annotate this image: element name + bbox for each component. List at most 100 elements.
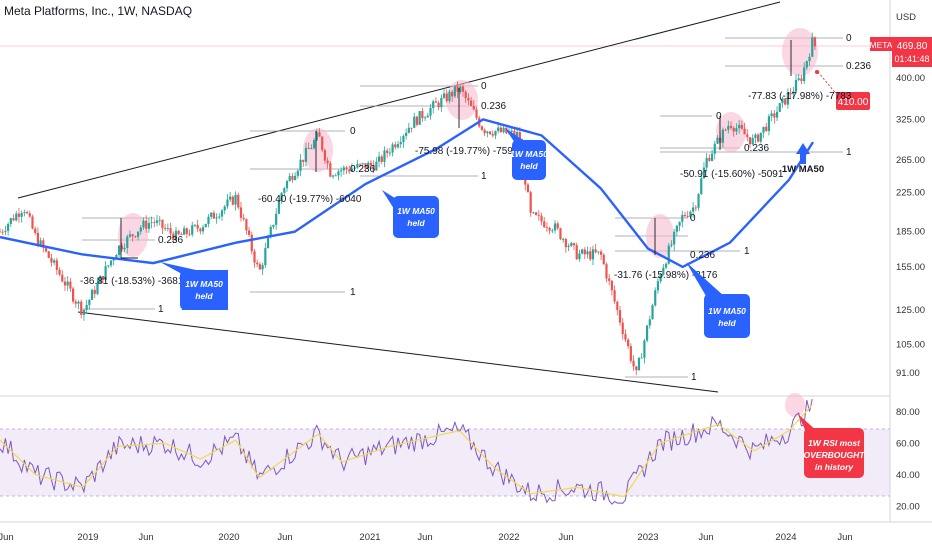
candle-body	[459, 86, 462, 92]
candle-body	[759, 132, 762, 142]
candle-body	[340, 170, 343, 172]
currency-label: USD	[896, 12, 916, 23]
candle-body	[472, 105, 475, 110]
candle-body	[220, 210, 224, 217]
candle-body	[253, 251, 256, 263]
candle-body	[93, 289, 96, 294]
price-tick-label: 225.00	[896, 188, 925, 199]
candle-body	[150, 222, 153, 224]
candle-body	[172, 233, 175, 241]
svg-text:1: 1	[350, 287, 356, 298]
lower-trendline	[77, 311, 719, 393]
svg-text:held: held	[520, 161, 538, 171]
candle-body	[413, 116, 416, 128]
candle-body	[7, 224, 10, 231]
time-tick-label: 2022	[498, 532, 519, 543]
candle-body	[746, 134, 749, 138]
candle-body	[664, 263, 668, 268]
candle-body	[4, 230, 7, 232]
candle-body	[586, 251, 589, 255]
candle-body	[256, 262, 259, 265]
candle-body	[223, 206, 226, 211]
candle-body	[402, 135, 405, 143]
candle-body	[226, 199, 229, 207]
candle-body	[153, 222, 156, 224]
candle-body	[229, 196, 232, 200]
candle-body	[207, 216, 210, 224]
candle-body	[12, 218, 15, 221]
candle-body	[101, 276, 104, 281]
candle-body	[662, 267, 665, 275]
candle-body	[667, 245, 670, 264]
time-tick-label: Jun	[558, 532, 573, 543]
candle-body	[312, 140, 316, 148]
candle-body	[294, 175, 297, 180]
upper-trendline	[17, 1, 781, 199]
price-tick-label: 91.00	[896, 368, 920, 379]
candle-body	[58, 269, 61, 275]
candle-body	[147, 223, 151, 229]
candle-body	[757, 134, 760, 142]
candle-body	[551, 230, 554, 232]
candle-body	[483, 129, 486, 134]
candle-body	[109, 260, 113, 266]
candle-body	[532, 212, 535, 214]
candle-body	[296, 170, 299, 176]
price-tick-label: 185.00	[896, 227, 925, 238]
candle-body	[375, 161, 378, 171]
candle-body	[247, 230, 251, 235]
candle-body	[700, 178, 703, 194]
candle-body	[613, 290, 616, 302]
candle-body	[288, 176, 291, 182]
candle-body	[632, 360, 635, 367]
candle-body	[808, 56, 811, 62]
svg-text:1: 1	[744, 246, 750, 257]
candle-body	[358, 163, 362, 165]
rsi-tick-label: 60.00	[896, 438, 920, 449]
candle-body	[762, 126, 765, 133]
candle-body	[183, 228, 186, 235]
candle-body	[291, 176, 294, 180]
candle-body	[272, 224, 275, 227]
candle-body	[285, 181, 289, 189]
svg-text:0: 0	[481, 81, 487, 92]
callout-ma-held-2023: 1W MA50 held	[686, 262, 750, 338]
candle-body	[692, 207, 695, 212]
candle-body	[112, 258, 115, 261]
candle-body	[708, 157, 711, 161]
svg-text:-50.91 (-15.60%) -5091: -50.91 (-15.60%) -5091	[680, 169, 784, 180]
svg-text:held: held	[718, 318, 736, 328]
candle-body	[410, 127, 413, 129]
candle-body	[811, 37, 814, 57]
candle-body	[280, 192, 283, 201]
candle-body	[448, 91, 451, 102]
candle-body	[31, 216, 34, 229]
candle-body	[128, 234, 132, 237]
candle-body	[499, 127, 502, 133]
candle-body	[364, 163, 367, 169]
candle-body	[61, 274, 64, 282]
callout-ma-held-2019: 1W MA50 held	[160, 262, 228, 310]
candle-body	[361, 163, 364, 165]
candle-body	[729, 125, 733, 128]
candle-body	[475, 109, 478, 118]
price-tag: META 469.80 01:41:48	[870, 37, 932, 67]
candle-body	[434, 101, 438, 103]
candle-body	[797, 78, 800, 80]
candle-body	[697, 193, 700, 208]
candle-body	[564, 239, 567, 248]
candle-body	[63, 281, 67, 286]
candle-body	[415, 116, 419, 125]
candle-body	[751, 137, 754, 145]
candle-body	[581, 249, 584, 254]
candle-body	[39, 240, 42, 246]
candle-body	[367, 162, 370, 169]
svg-text:0: 0	[350, 126, 356, 137]
candle-body	[96, 282, 99, 294]
rsi-ma-line	[0, 404, 813, 498]
candle-body	[164, 228, 167, 229]
candle-body	[394, 144, 397, 148]
candle-body	[513, 130, 516, 137]
candle-body	[283, 188, 286, 193]
candle-body	[583, 249, 586, 255]
